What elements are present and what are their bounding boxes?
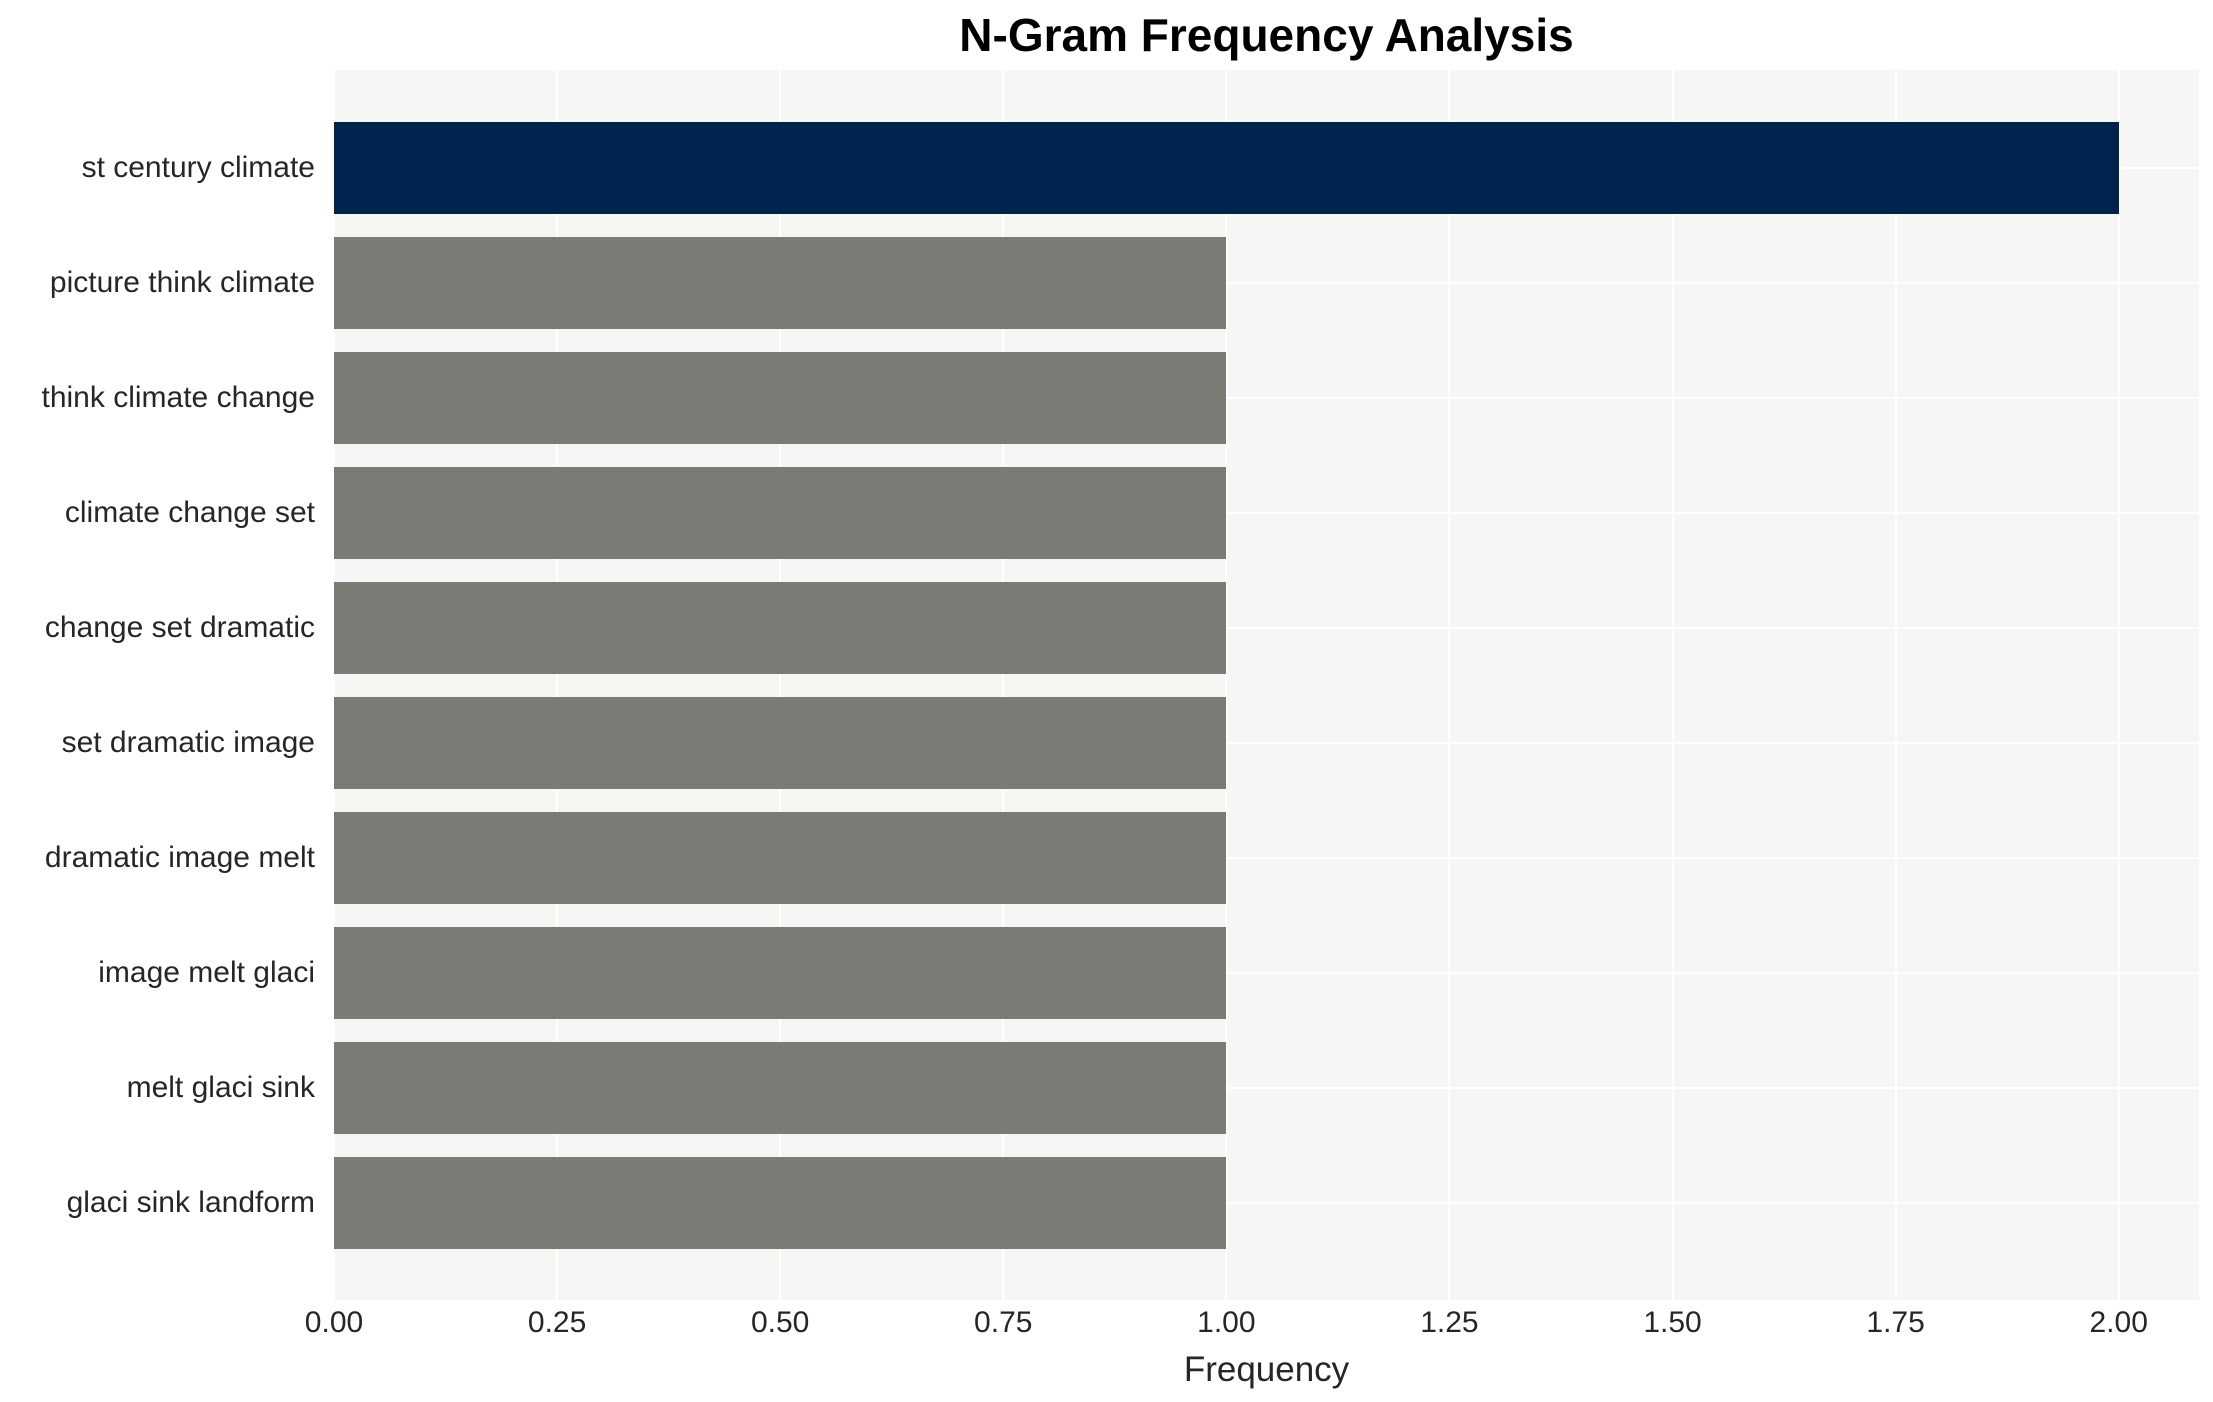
bar-think-climate-change bbox=[334, 351, 1227, 444]
y-tick-label: melt glaci sink bbox=[126, 1070, 315, 1104]
bar-row bbox=[334, 225, 2199, 340]
y-tick-label: dramatic image melt bbox=[44, 840, 315, 874]
vertical-gridline bbox=[1448, 70, 1451, 1300]
bar-row bbox=[334, 685, 2199, 800]
bar-row bbox=[334, 110, 2199, 225]
horizontal-gridline bbox=[334, 396, 2199, 399]
x-tick-label: 0.00 bbox=[304, 1306, 364, 1339]
vertical-gridline bbox=[2117, 70, 2120, 1300]
bar-dramatic-image-melt bbox=[334, 811, 1227, 904]
x-tick-label: 2.00 bbox=[2089, 1306, 2148, 1339]
y-tick-label: st century climate bbox=[81, 150, 315, 184]
y-tick-label: think climate change bbox=[41, 380, 316, 414]
x-tick-label: 0.50 bbox=[750, 1306, 810, 1339]
bar-change-set-dramatic bbox=[334, 581, 1227, 674]
x-tick-label: 0.75 bbox=[974, 1306, 1033, 1339]
horizontal-gridline bbox=[334, 741, 2199, 744]
vertical-gridline bbox=[779, 70, 782, 1300]
y-tick-label: image melt glaci bbox=[98, 955, 315, 989]
x-tick-label: 0.25 bbox=[527, 1306, 587, 1339]
bar-climate-change-set bbox=[334, 466, 1227, 559]
vertical-gridline bbox=[334, 70, 335, 1300]
bar-row bbox=[334, 915, 2199, 1030]
horizontal-gridline bbox=[334, 626, 2199, 629]
x-tick-label: 1.50 bbox=[1643, 1306, 1702, 1339]
bar-row bbox=[334, 1145, 2199, 1260]
bar-row bbox=[334, 570, 2199, 685]
bar-row bbox=[334, 1030, 2199, 1145]
bar-row bbox=[334, 800, 2199, 915]
x-tick-label: 1.75 bbox=[1866, 1306, 1925, 1339]
horizontal-gridline bbox=[334, 856, 2199, 859]
bar-rows bbox=[334, 70, 2199, 1300]
bar-glaci-sink-landform bbox=[334, 1156, 1227, 1249]
y-tick-label: change set dramatic bbox=[44, 610, 315, 644]
bar-row bbox=[334, 455, 2199, 570]
y-tick-label: picture think climate bbox=[49, 265, 315, 299]
plot-area bbox=[334, 70, 2199, 1300]
vertical-gridline bbox=[1671, 70, 1674, 1300]
horizontal-gridline bbox=[334, 1201, 2199, 1204]
vertical-gridline bbox=[556, 70, 559, 1300]
horizontal-gridline bbox=[334, 971, 2199, 974]
horizontal-gridline bbox=[334, 281, 2199, 284]
bar-set-dramatic-image bbox=[334, 696, 1227, 789]
bar-row bbox=[334, 340, 2199, 455]
x-tick-label: 1.00 bbox=[1197, 1306, 1256, 1339]
bar-picture-think-climate bbox=[334, 236, 1227, 329]
bar-image-melt-glaci bbox=[334, 926, 1227, 1019]
y-axis-labels: st century climate picture think climate t… bbox=[0, 70, 325, 1300]
x-axis-ticks: 0.00 0.25 0.50 0.75 1.00 1.25 1.50 1.75 2.00 bbox=[305, 1300, 2199, 1344]
x-axis-title: Frequency bbox=[1183, 1350, 1350, 1389]
vertical-gridline bbox=[1002, 70, 1005, 1300]
x-tick-label: 1.25 bbox=[1420, 1306, 1479, 1339]
horizontal-gridline bbox=[334, 1086, 2199, 1089]
bar-st-century-climate bbox=[334, 121, 2119, 214]
chart-title: N-Gram Frequency Analysis bbox=[959, 9, 1574, 61]
vertical-gridline bbox=[1894, 70, 1897, 1300]
y-tick-label: glaci sink landform bbox=[66, 1185, 315, 1219]
bar-melt-glaci-sink bbox=[334, 1041, 1227, 1134]
horizontal-gridline bbox=[334, 511, 2199, 514]
vertical-gridline bbox=[1225, 70, 1228, 1300]
y-tick-label: climate change set bbox=[64, 495, 315, 529]
y-tick-label: set dramatic image bbox=[61, 725, 315, 759]
